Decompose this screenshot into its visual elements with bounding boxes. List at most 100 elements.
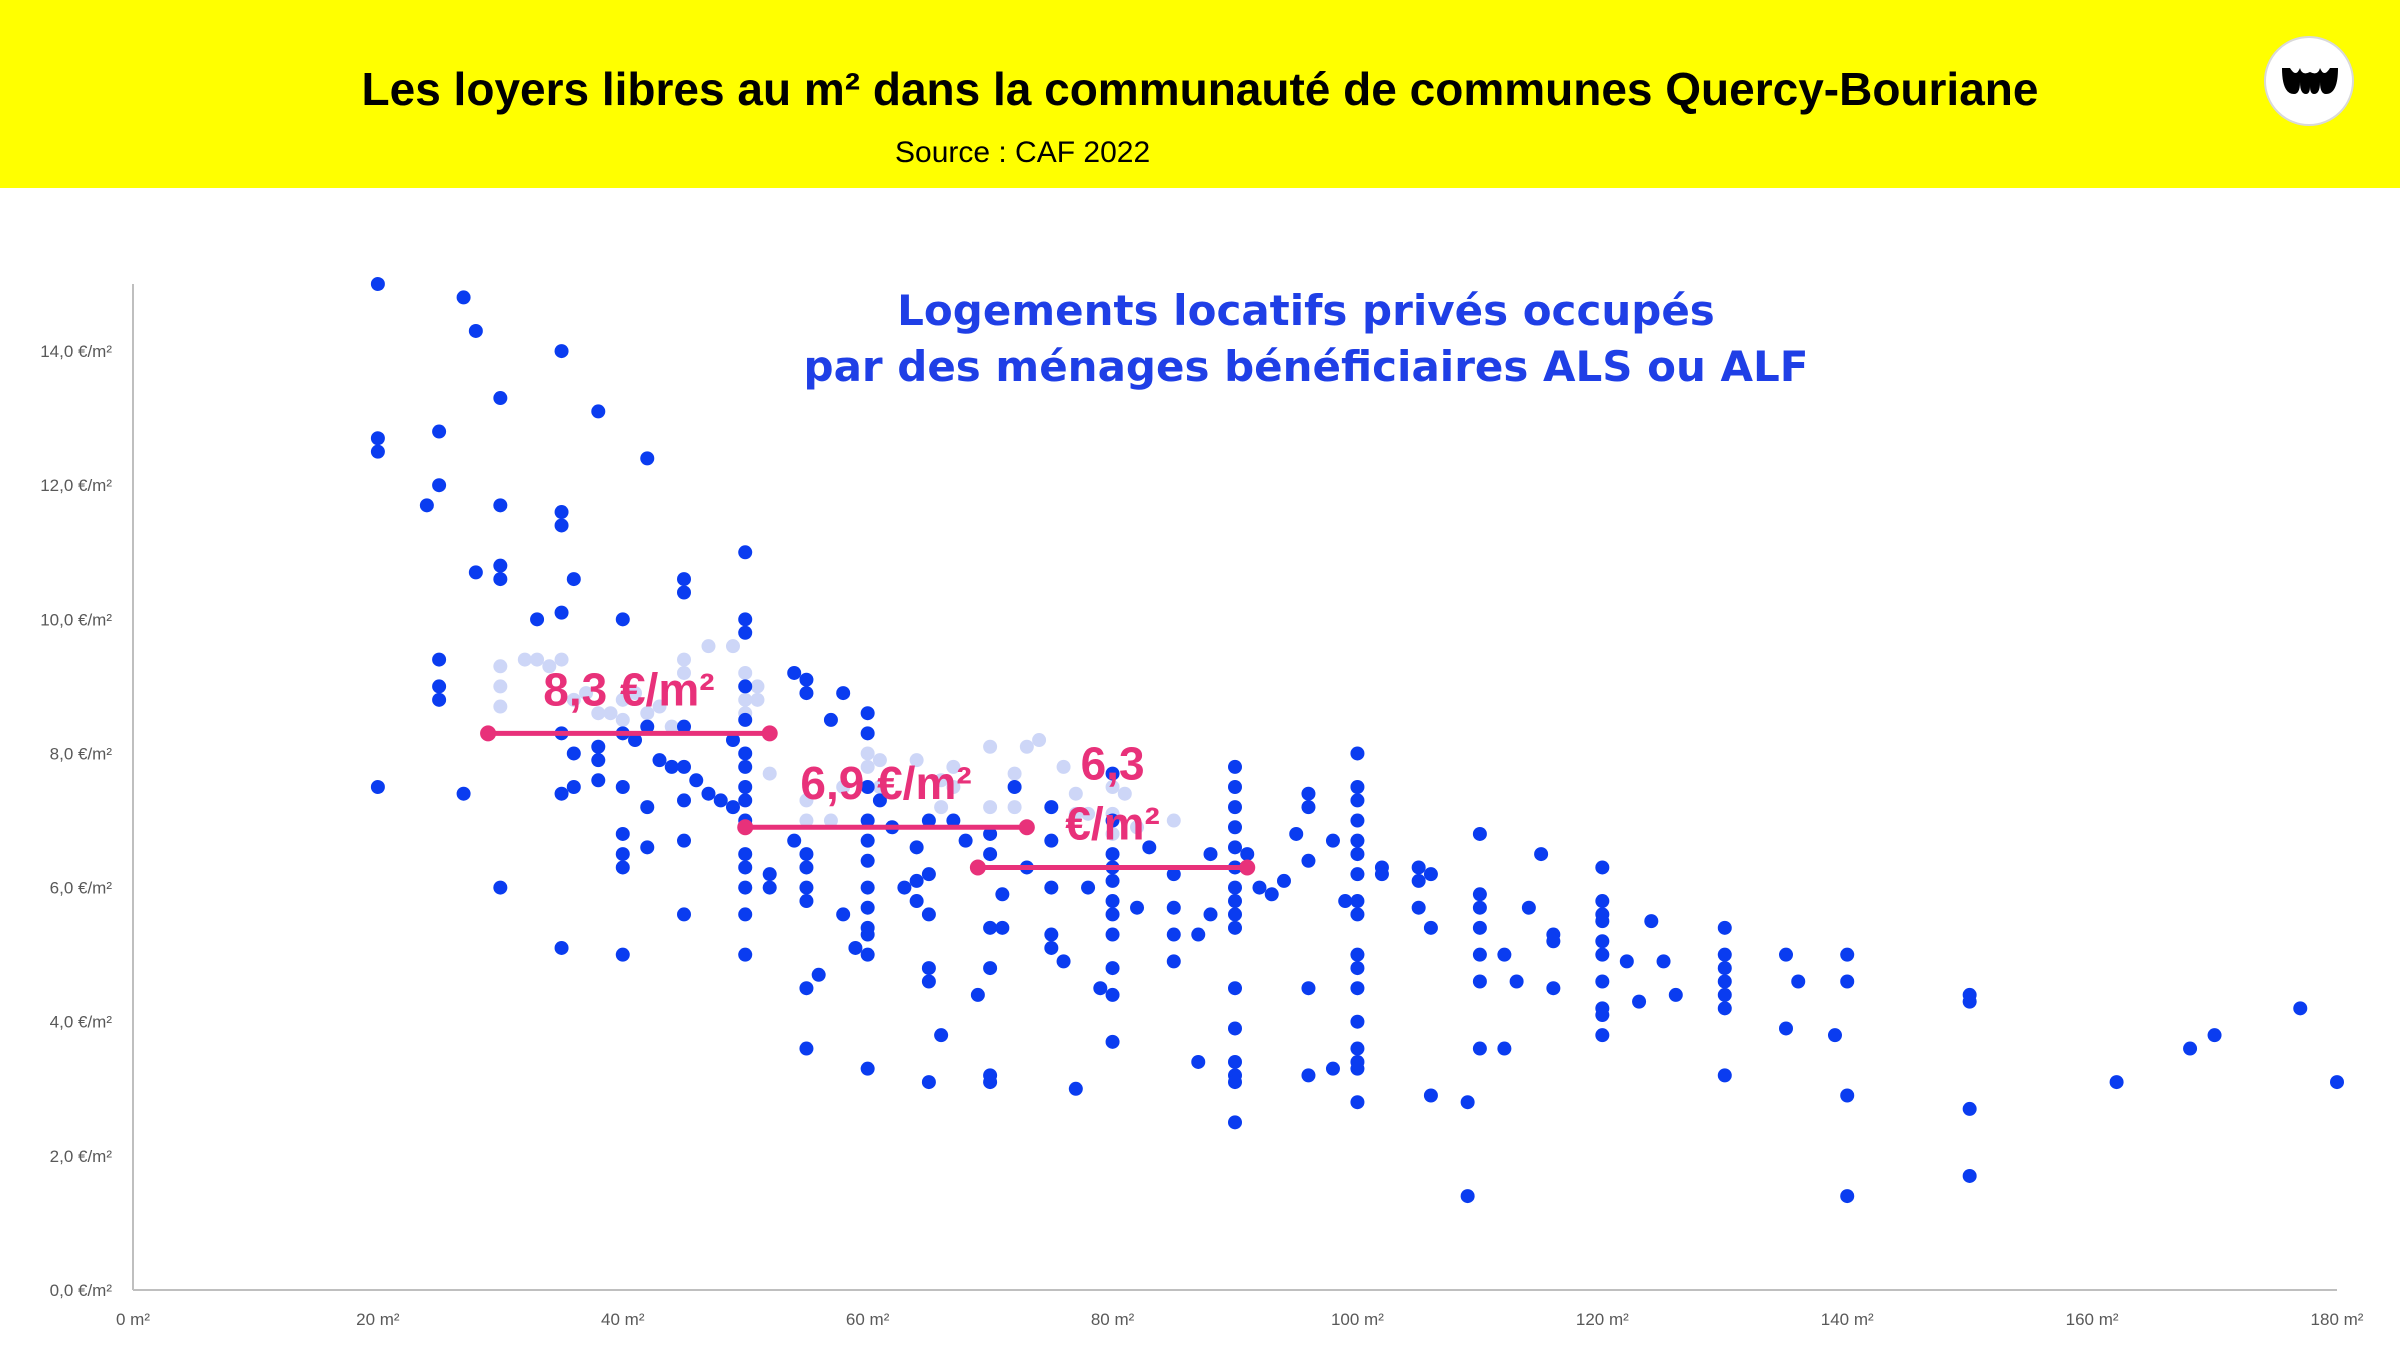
data-point xyxy=(615,826,630,841)
faded-data-point xyxy=(1105,826,1120,841)
data-point xyxy=(1301,853,1316,868)
median-line-end-marker xyxy=(1018,819,1035,836)
data-point xyxy=(921,813,936,828)
data-point xyxy=(1472,947,1487,962)
data-point xyxy=(1350,847,1365,862)
data-point xyxy=(1595,894,1610,909)
data-point xyxy=(591,739,606,754)
x-tick-labels: 0 m² 20 m² 40 m² 60 m² 80 m² 100 m² 120 m² 140 … xyxy=(116,1310,2364,1329)
faded-data-point xyxy=(542,659,557,674)
data-point xyxy=(1350,813,1365,828)
data-point xyxy=(811,967,826,982)
data-point xyxy=(1350,981,1365,996)
chart-subtitle: Logements locatifs privés occupés par de… xyxy=(804,286,1809,391)
faded-data-point xyxy=(750,679,765,694)
faded-data-point xyxy=(1130,820,1145,835)
data-point xyxy=(799,672,814,687)
faded-data-point xyxy=(1166,813,1181,828)
data-point xyxy=(860,726,875,741)
data-point xyxy=(1325,833,1340,848)
data-point xyxy=(1191,1054,1206,1069)
data-point xyxy=(1656,954,1671,969)
data-point xyxy=(554,940,569,955)
data-point xyxy=(738,860,753,875)
x-tick-label: 20 m² xyxy=(356,1310,400,1329)
data-point xyxy=(860,706,875,721)
data-point xyxy=(1130,900,1145,915)
data-point xyxy=(664,759,679,774)
data-point xyxy=(934,1028,949,1043)
median-label: 6,3 xyxy=(1081,737,1145,789)
data-point xyxy=(1962,1101,1977,1116)
data-point xyxy=(995,887,1010,902)
data-point xyxy=(1044,927,1059,942)
data-point xyxy=(1350,961,1365,976)
faded-data-point xyxy=(934,773,949,788)
data-point xyxy=(1105,873,1120,888)
data-point xyxy=(1228,981,1242,996)
data-point xyxy=(738,746,753,761)
faded-data-point xyxy=(493,659,508,674)
source-note: Source : CAF 2022 xyxy=(895,136,1151,169)
faded-data-point xyxy=(1068,786,1083,801)
data-point xyxy=(1228,1075,1242,1090)
data-point xyxy=(1105,927,1120,942)
data-point xyxy=(432,652,447,667)
data-point xyxy=(2207,1028,2222,1043)
data-point xyxy=(1093,981,1108,996)
median-annotations: 8,3 €/m² 6,9 €/m² 6,3 €/m² xyxy=(480,663,1256,876)
faded-data-point xyxy=(738,665,753,680)
x-tick-label: 60 m² xyxy=(846,1310,890,1329)
faded-data-point xyxy=(946,780,961,794)
data-point xyxy=(799,981,814,996)
x-tick-label: 140 m² xyxy=(1821,1310,1874,1329)
y-tick-label: 4,0 €/m² xyxy=(50,1013,113,1032)
data-point xyxy=(591,753,606,768)
data-point xyxy=(738,759,753,774)
y-tick-labels: 0,0 €/m² 2,0 €/m² 4,0 €/m² 6,0 €/m² 8,0 €/m²… xyxy=(40,342,112,1300)
data-point xyxy=(677,572,691,587)
y-tick-label: 10,0 €/m² xyxy=(40,610,112,629)
data-point xyxy=(1166,900,1181,915)
data-point xyxy=(1228,840,1242,855)
data-point xyxy=(493,572,508,587)
data-point xyxy=(860,813,875,828)
data-point xyxy=(1068,1081,1083,1096)
data-point xyxy=(1228,759,1242,774)
x-tick-label: 100 m² xyxy=(1331,1310,1384,1329)
data-point xyxy=(1056,954,1071,969)
data-point xyxy=(1472,920,1487,935)
data-point xyxy=(738,712,753,727)
x-tick-label: 160 m² xyxy=(2066,1310,2119,1329)
faded-data-point xyxy=(566,692,581,707)
data-point xyxy=(1142,840,1157,855)
data-point xyxy=(1105,813,1120,828)
faded-data-point xyxy=(860,746,875,761)
x-tick-label: 40 m² xyxy=(601,1310,645,1329)
data-point xyxy=(677,759,691,774)
faded-data-point xyxy=(872,780,887,794)
data-point xyxy=(909,873,924,888)
data-point xyxy=(615,780,630,794)
data-point xyxy=(1472,887,1487,902)
data-point xyxy=(1301,981,1316,996)
data-point xyxy=(1301,800,1316,815)
data-point xyxy=(652,753,667,768)
data-point xyxy=(1301,1068,1316,1083)
data-point xyxy=(615,612,630,627)
faded-data-point xyxy=(1032,733,1047,748)
x-tick-label: 180 m² xyxy=(2311,1310,2364,1329)
data-point xyxy=(1007,780,1022,794)
faded-data-point xyxy=(983,800,998,815)
data-point xyxy=(762,880,777,895)
faded-data-point xyxy=(750,692,765,707)
data-point xyxy=(1350,947,1365,962)
data-point xyxy=(640,840,655,855)
data-point xyxy=(860,880,875,895)
data-point xyxy=(738,625,753,640)
faded-data-point xyxy=(799,813,814,828)
x-tick-label: 80 m² xyxy=(1091,1310,1135,1329)
data-point xyxy=(970,987,985,1002)
data-point xyxy=(1423,920,1438,935)
data-point xyxy=(1264,887,1279,902)
